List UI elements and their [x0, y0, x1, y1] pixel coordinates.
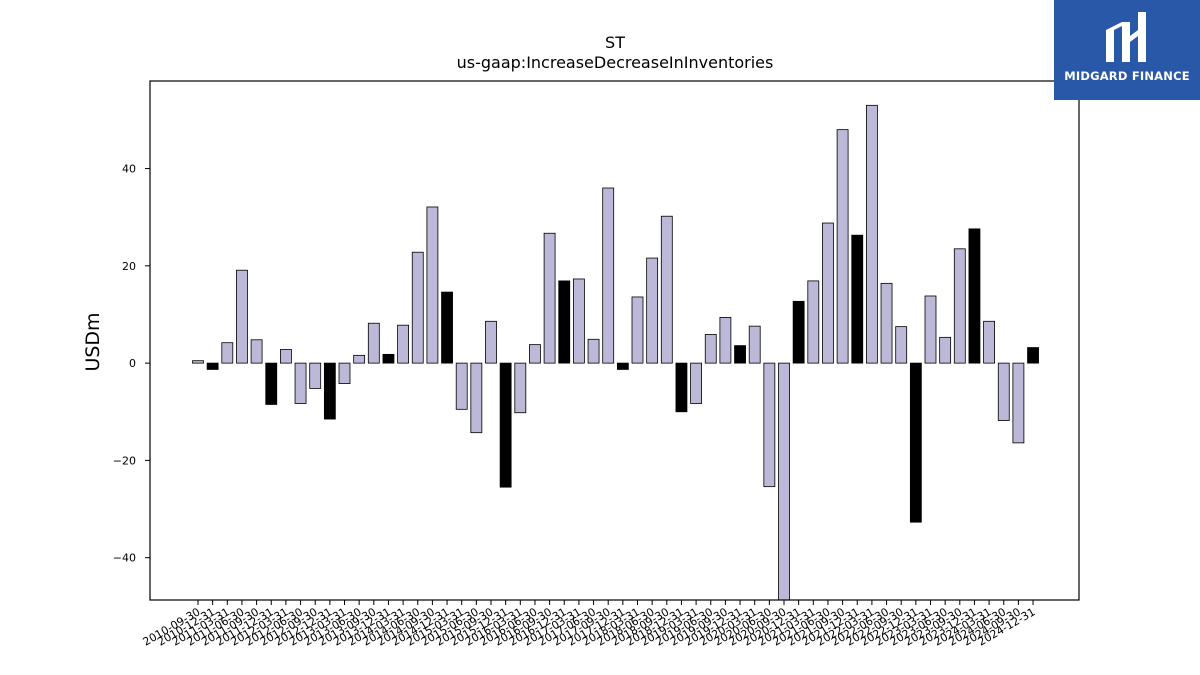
bar — [323, 362, 336, 420]
y-tick-label: −40 — [113, 552, 136, 565]
bar — [822, 222, 834, 364]
brand-logo: MIDGARD FINANCE — [1054, 0, 1200, 100]
bar — [983, 320, 995, 364]
bar — [543, 232, 556, 364]
bar — [485, 320, 497, 364]
y-tick-label: −20 — [113, 454, 136, 467]
bar — [367, 322, 380, 364]
bar — [221, 342, 234, 364]
y-tick-label: 0 — [129, 357, 136, 370]
bar — [675, 362, 688, 413]
bar — [265, 362, 278, 405]
bar — [294, 362, 307, 404]
bar — [851, 234, 864, 364]
bar — [206, 362, 219, 370]
bar — [909, 362, 922, 523]
chart-subtitle: us-gaap:IncreaseDecreaseInInventories — [457, 53, 774, 72]
bar — [514, 362, 527, 414]
bar — [997, 362, 1010, 421]
brand-name: MIDGARD FINANCE — [1064, 69, 1190, 83]
bar — [587, 338, 600, 364]
bar — [836, 129, 849, 364]
y-axis-label: USDm — [82, 312, 104, 371]
bar — [558, 280, 571, 364]
bar — [778, 362, 790, 601]
bar — [455, 362, 468, 410]
x-axis: 2010-09-302010-12-312011-03-312011-06-30… — [141, 600, 1038, 649]
bar — [1012, 362, 1025, 444]
bar — [338, 362, 351, 384]
bar — [734, 345, 746, 364]
bar — [529, 344, 541, 364]
bar — [939, 336, 952, 364]
bar — [573, 278, 585, 364]
bar — [602, 187, 615, 364]
bar — [441, 291, 453, 364]
bar — [236, 269, 248, 364]
bar — [616, 362, 629, 370]
y-axis: −40 −20 0 20 40 — [113, 163, 150, 565]
bar — [792, 300, 805, 364]
bar — [382, 353, 395, 364]
bar — [807, 280, 820, 364]
bar — [660, 215, 673, 364]
bar — [499, 362, 512, 488]
bar — [631, 296, 644, 364]
y-tick-label: 40 — [122, 163, 136, 176]
bar — [763, 362, 776, 488]
plot-frame — [149, 80, 1080, 601]
bar — [968, 228, 981, 364]
bars-group — [192, 104, 1039, 601]
bar — [924, 295, 937, 364]
bar — [953, 248, 966, 364]
bar — [309, 362, 322, 389]
bar — [866, 104, 878, 364]
bar — [704, 334, 717, 364]
midgard-logo-icon — [1106, 12, 1146, 62]
bar — [646, 257, 659, 364]
bar — [1027, 347, 1039, 364]
bar — [279, 349, 292, 364]
bar — [192, 360, 204, 364]
bar — [426, 206, 439, 364]
bar — [690, 362, 702, 404]
bar — [719, 316, 732, 364]
bar — [250, 339, 263, 364]
bar — [880, 282, 893, 364]
bar — [353, 354, 366, 364]
chart-title: ST — [605, 33, 625, 52]
bar — [748, 325, 761, 364]
y-tick-label: 20 — [122, 260, 136, 273]
bar — [411, 251, 424, 364]
bar — [470, 362, 483, 434]
bar — [397, 324, 410, 364]
bar — [895, 326, 908, 364]
